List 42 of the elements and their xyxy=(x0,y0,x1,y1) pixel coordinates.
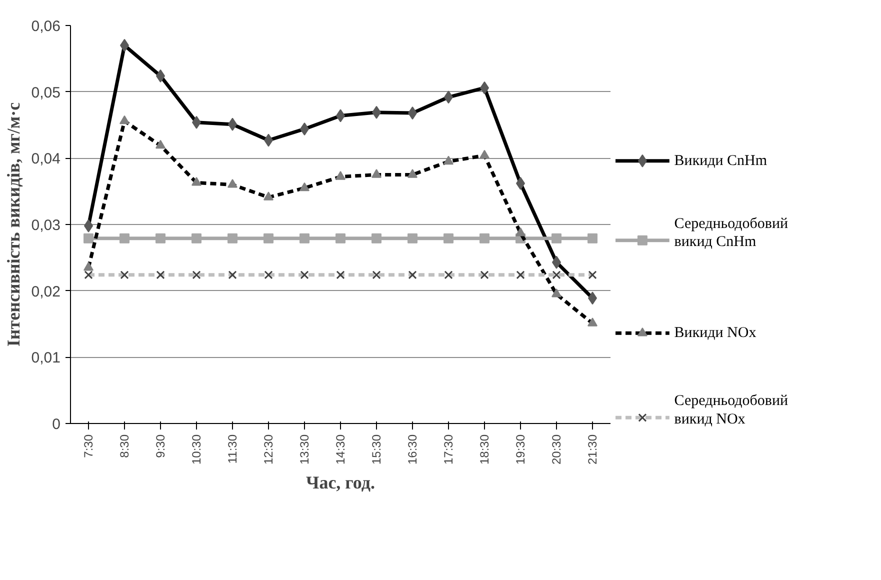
point xyxy=(120,233,130,244)
x-tick-label: 20:30 xyxy=(550,434,564,465)
point xyxy=(444,233,454,244)
x-tick-label: 7:30 xyxy=(82,434,96,458)
x-tick-label: 18:30 xyxy=(478,434,492,465)
x-tick-label: 9:30 xyxy=(154,434,168,458)
point xyxy=(588,233,598,244)
y-tick-label: 0,05 xyxy=(31,84,61,102)
point xyxy=(300,233,310,244)
point xyxy=(228,233,238,244)
point xyxy=(336,233,346,244)
point xyxy=(552,233,562,244)
x-tick-label: 12:30 xyxy=(262,434,276,465)
legend-label: Середньодобовий викид CnHm xyxy=(674,216,788,250)
legend-label: Викиди NOx xyxy=(674,325,757,342)
point xyxy=(264,233,274,244)
legend-label: Викиди CnHm xyxy=(674,152,768,169)
point xyxy=(156,233,166,244)
x-tick-label: 14:30 xyxy=(334,434,348,465)
y-tick-label: 0 xyxy=(52,416,60,433)
x-tick-label: 19:30 xyxy=(514,434,528,465)
x-tick-label: 21:30 xyxy=(586,434,600,465)
x-axis-title: Час, год. xyxy=(306,472,376,493)
y-tick-label: 0,01 xyxy=(31,350,61,367)
x-tick-label: 16:30 xyxy=(406,434,420,465)
x-tick-label: 13:30 xyxy=(298,434,312,465)
point xyxy=(480,233,490,244)
y-tick-label: 0,02 xyxy=(31,283,61,300)
legend-label: Середньодобовий викид NOx xyxy=(674,393,788,428)
point xyxy=(372,233,382,244)
point xyxy=(408,233,418,244)
point xyxy=(192,233,202,244)
y-tick-label: 0,04 xyxy=(31,150,61,168)
x-tick-label: 8:30 xyxy=(118,434,132,458)
y-tick-label: 0,03 xyxy=(31,217,61,234)
x-tick-label: 17:30 xyxy=(442,434,456,465)
point xyxy=(84,233,94,244)
x-tick-label: 11:30 xyxy=(226,434,240,464)
x-tick-label: 10:30 xyxy=(190,434,204,465)
x-tick-label: 15:30 xyxy=(370,434,384,465)
y-tick-label: 0,06 xyxy=(31,18,61,35)
y-axis-title: Інтенсивність викидів, мг/м·с xyxy=(3,102,24,347)
